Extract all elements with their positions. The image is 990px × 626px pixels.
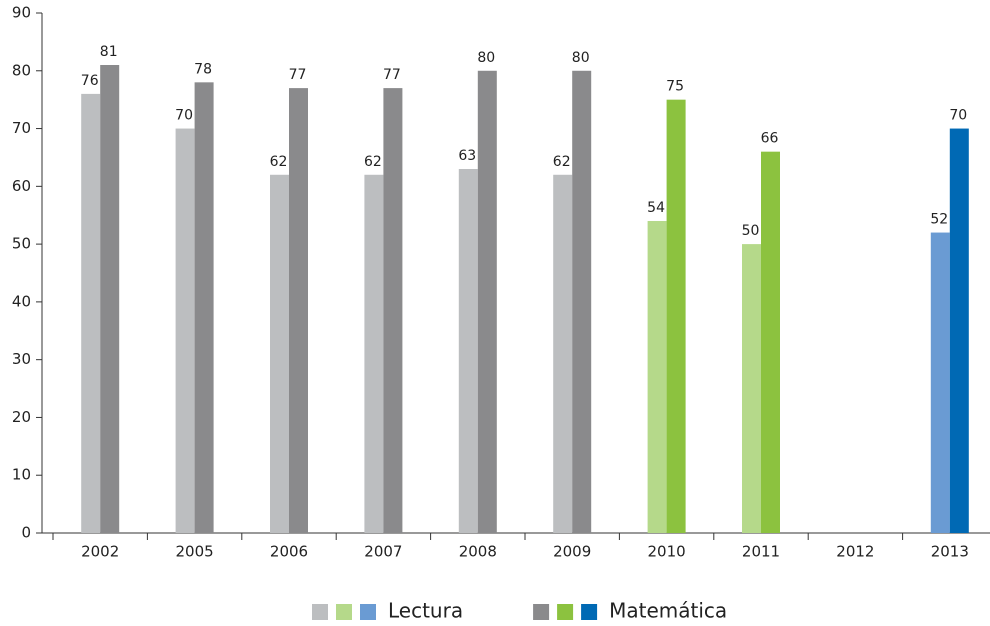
bar <box>477 70 497 534</box>
y-tick-label: 70 <box>12 119 31 137</box>
legend-swatch <box>533 604 550 620</box>
value-label: 80 <box>572 50 590 66</box>
value-label: 70 <box>175 108 193 124</box>
bar <box>364 174 384 533</box>
bar <box>100 65 120 533</box>
y-tick-label: 80 <box>12 61 31 79</box>
value-label: 54 <box>647 200 665 216</box>
y-tick-label: 30 <box>12 350 31 368</box>
bar <box>289 88 308 533</box>
y-tick-label: 60 <box>12 177 31 195</box>
value-label: 66 <box>761 131 779 147</box>
bar <box>742 244 761 533</box>
bar <box>572 70 592 534</box>
value-label: 80 <box>477 50 495 66</box>
legend-swatch <box>557 604 574 620</box>
legend-swatch <box>581 604 598 620</box>
value-label: 77 <box>383 67 401 83</box>
x-tick-label: 2008 <box>459 543 497 561</box>
value-label: 52 <box>930 212 948 228</box>
x-tick-label: 2013 <box>931 543 969 561</box>
bar <box>949 128 969 534</box>
bar <box>930 232 950 534</box>
value-label: 62 <box>270 154 288 170</box>
bar <box>647 221 667 533</box>
legend-swatch <box>360 604 376 620</box>
legend-label: Matemática <box>609 599 727 623</box>
bar <box>194 82 214 533</box>
value-label: 62 <box>364 154 382 170</box>
legend-label: Lectura <box>388 599 463 623</box>
x-tick-label: 2009 <box>553 543 591 561</box>
x-tick-label: 2007 <box>364 543 402 561</box>
value-label: 78 <box>194 61 212 77</box>
bar <box>81 93 101 533</box>
value-label: 70 <box>949 108 967 124</box>
value-label: 76 <box>81 73 99 89</box>
bar <box>383 88 403 533</box>
legend-swatch <box>336 604 352 620</box>
y-tick-label: 90 <box>12 4 31 22</box>
y-tick-label: 20 <box>12 408 31 426</box>
y-tick-label: 10 <box>12 466 31 484</box>
x-tick-label: 2010 <box>648 543 686 561</box>
bar <box>666 99 686 534</box>
y-tick-label: 0 <box>21 524 31 542</box>
value-label: 63 <box>458 148 476 164</box>
bar <box>761 151 780 533</box>
bar <box>553 174 573 533</box>
x-tick-label: 2006 <box>270 543 308 561</box>
value-label: 75 <box>666 79 684 95</box>
value-label: 77 <box>289 67 307 83</box>
value-label: 81 <box>100 44 118 60</box>
bar <box>175 128 195 534</box>
x-tick-label: 2005 <box>176 543 214 561</box>
legend-swatch <box>312 604 328 620</box>
x-tick-label: 2011 <box>742 543 780 561</box>
bar <box>270 174 289 533</box>
bar <box>458 169 478 533</box>
y-tick-label: 50 <box>12 235 31 253</box>
x-tick-label: 2002 <box>81 543 119 561</box>
x-tick-label: 2012 <box>836 543 874 561</box>
y-tick-label: 40 <box>12 292 31 310</box>
value-label: 62 <box>553 154 571 170</box>
value-label: 50 <box>742 223 760 239</box>
